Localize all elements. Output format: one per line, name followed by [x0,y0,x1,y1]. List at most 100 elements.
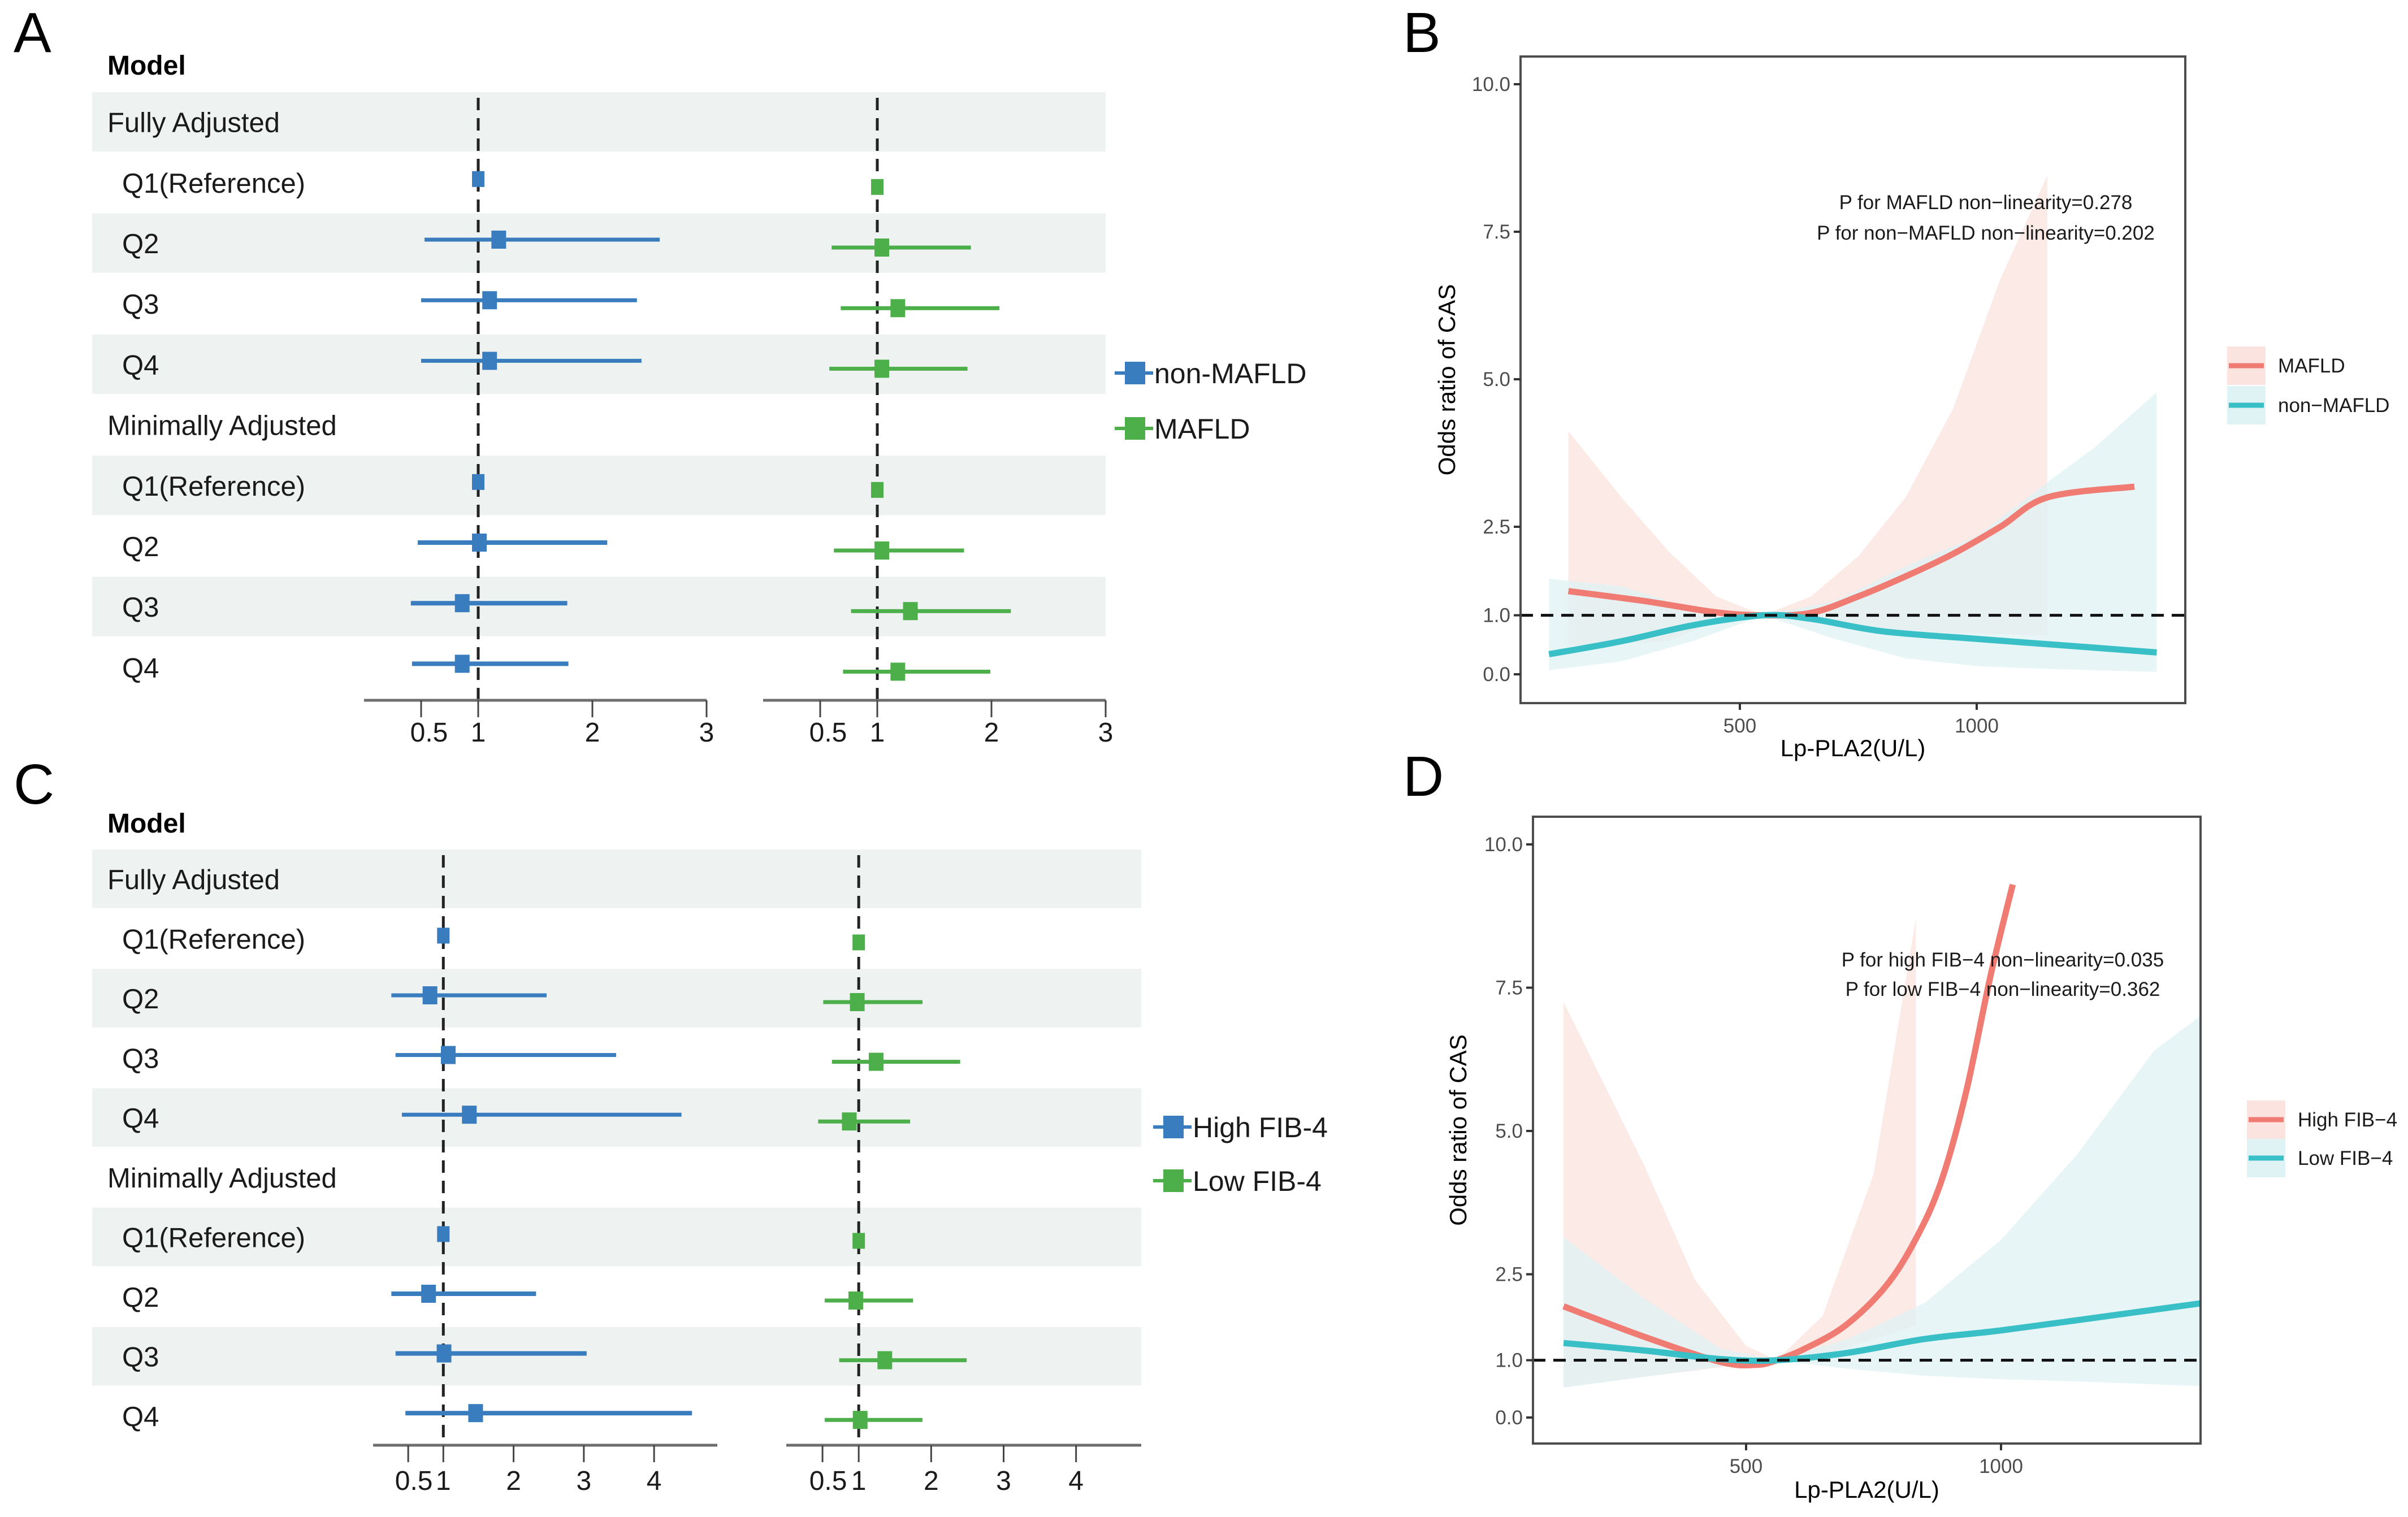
row-label: Q2 [122,984,159,1015]
x-tick-label: 1 [436,1466,451,1496]
legend-label: High FIB−4 [2298,1109,2397,1131]
rcs-plot-d: 0.0 1.0 2.5 5.0 7.5 10.0 500 1000 Lp-PLA2(U/L) Od… [1445,816,2397,1503]
x-tick-label: 1 [851,1466,867,1496]
panel-letter-a: A [14,1,51,64]
spline-curve [1548,612,2157,657]
row-band [92,849,1141,908]
p-value-annotation: P for non−MAFLD non−linearity=0.202 [1817,222,2155,244]
legend-swatch [1125,417,1145,440]
x-tick-label: 4 [1068,1466,1084,1496]
x-axis-title: Lp-PLA2(U/L) [1794,1476,1939,1503]
y-tick-label: 2.5 [1483,516,1510,538]
point-estimate [842,1112,857,1131]
point-estimate [852,1411,868,1429]
x-tick-label: 0.5 [395,1466,433,1496]
point-estimate [871,179,883,195]
legend-swatch [1163,1169,1184,1192]
point-estimate [472,534,487,552]
legend-label: Low FIB−4 [2298,1147,2393,1169]
x-tick-label: 2 [924,1466,939,1496]
point-estimate [491,231,506,249]
model-header: Model [107,51,186,81]
p-value-annotation: P for high FIB−4 non−linearity=0.035 [1842,949,2164,971]
forest-plot-a: Model Fully Adjusted Q1(Reference) Q2 Q3 Q4 Mi… [92,51,1307,748]
confidence-band [1549,392,2157,672]
y-tick-label: 0.0 [1495,1407,1523,1429]
row-label: Q3 [122,1342,159,1373]
legend-label: MAFLD [2278,355,2345,377]
x-axis-title: Lp-PLA2(U/L) [1781,735,1926,761]
x-tick-label: 3 [1098,718,1114,748]
x-tick-label: 2 [984,718,999,748]
legend-label: High FIB-4 [1193,1112,1328,1143]
row-label: Q3 [122,592,159,623]
point-estimate [462,1106,477,1124]
row-label: Q4 [122,1402,159,1432]
confidence-band [1564,918,1916,1388]
point-estimate [903,602,918,621]
group-label: Minimally Adjusted [107,1163,337,1194]
point-estimate [472,171,484,187]
group-label: Fully Adjusted [107,865,280,895]
x-tick-label: 2 [506,1466,521,1496]
point-estimate [468,1404,483,1423]
row-band [92,1327,1141,1386]
model-header: Model [107,809,186,839]
row-band [92,456,1106,515]
row-band [92,1088,1141,1147]
row-band [92,1207,1141,1267]
row-label: Q1(Reference) [122,168,305,199]
y-tick-label: 7.5 [1495,977,1523,999]
row-label: Q1(Reference) [122,471,305,502]
legend-label: Low FIB-4 [1193,1165,1322,1197]
row-label: Q2 [122,532,159,562]
point-estimate [890,299,906,318]
legend-swatch [1125,362,1145,384]
p-value-annotation: P for low FIB−4 non−linearity=0.362 [1846,978,2160,1000]
point-estimate [440,1046,456,1064]
row-band [92,577,1106,636]
point-estimate [437,927,450,944]
plot-area [1548,175,2157,672]
row-label: Q2 [122,1282,159,1313]
row-band [92,92,1106,152]
point-estimate [852,1233,865,1249]
spline-curve [1567,483,2135,619]
confidence-band [1568,175,2047,646]
y-axis-title: Odds ratio of CAS [1445,1034,1471,1225]
point-estimate [472,474,484,490]
point-estimate [890,662,906,681]
row-label: Q4 [122,653,159,683]
x-tick-label: 1 [471,718,486,748]
p-value-annotation: P for MAFLD non−linearity=0.278 [1839,192,2133,214]
point-estimate [874,359,890,378]
legend-label: non-MAFLD [1154,358,1307,389]
x-tick-label: 500 [1723,715,1756,737]
row-label: Q3 [122,289,159,320]
point-estimate [874,541,890,560]
point-estimate [852,934,865,951]
x-tick-label: 2 [585,718,600,748]
x-tick-label: 1000 [1955,715,1999,737]
spline-curve [1563,1300,2201,1364]
point-estimate [848,1291,864,1310]
row-label: Q4 [122,350,159,380]
y-tick-label: 10.0 [1484,834,1523,856]
row-label: Q1(Reference) [122,924,305,955]
x-tick-label: 3 [577,1466,592,1496]
x-tick-label: 0.5 [809,718,847,748]
y-tick-label: 0.0 [1483,664,1510,686]
legend-label: MAFLD [1154,413,1250,445]
group-label: Fully Adjusted [107,108,280,138]
x-tick-label: 1000 [1979,1455,2023,1477]
rcs-plot-b: 0.0 1.0 2.5 5.0 7.5 10.0 500 1000 Lp-PLA2(U/L) Od… [1433,55,2389,761]
panel-letter-d: D [1403,745,1444,808]
point-estimate [422,986,438,1004]
row-label: Q1(Reference) [122,1223,305,1253]
y-tick-label: 5.0 [1495,1120,1523,1142]
point-estimate [437,1226,450,1242]
point-estimate [871,482,883,498]
x-tick-label: 0.5 [410,718,448,748]
y-axis-title: Odds ratio of CAS [1433,284,1460,475]
